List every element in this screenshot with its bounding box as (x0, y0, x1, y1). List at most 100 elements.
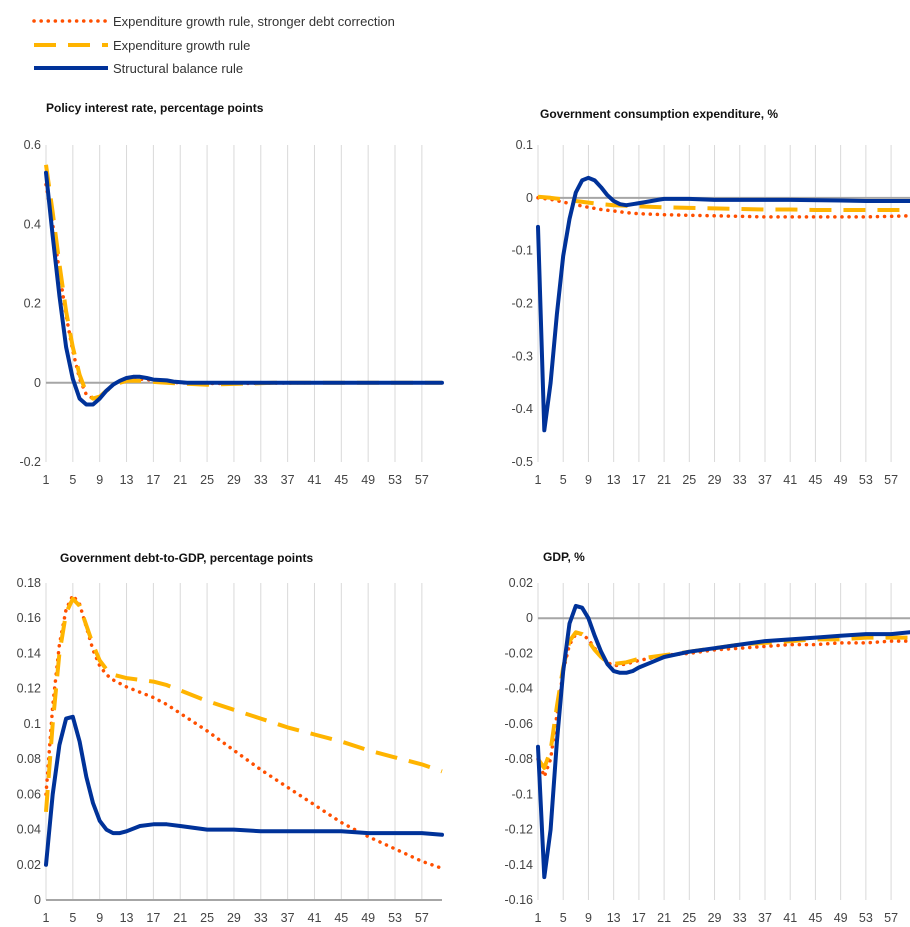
gridlines (46, 583, 422, 900)
x-tick-label: 29 (708, 911, 722, 922)
y-tick-label: -0.5 (511, 455, 533, 469)
x-tick-label: 45 (808, 473, 822, 487)
series-line-structural-balance-rule (46, 717, 442, 865)
y-tick-label: 0.08 (17, 752, 41, 766)
y-tick-label: 0.12 (17, 682, 41, 696)
panel-title: Government debt-to-GDP, percentage point… (60, 551, 313, 565)
x-tick-label: 21 (657, 911, 671, 922)
x-tick-label: 9 (96, 911, 103, 922)
y-tick-label: -0.1 (511, 244, 533, 258)
legend-entry-expenditure-growth-rule: Expenditure growth rule (34, 38, 250, 53)
y-tick-label: -0.06 (505, 717, 534, 731)
y-tick-label: -0.12 (505, 823, 534, 837)
panel-title: Government consumption expenditure, % (540, 107, 778, 121)
x-tick-label: 41 (783, 473, 797, 487)
x-tick-label: 45 (808, 911, 822, 922)
y-tick-label: 0 (526, 611, 533, 625)
x-tick-label: 57 (884, 911, 898, 922)
x-tick-label: 33 (254, 473, 268, 487)
y-tick-label: -0.02 (505, 646, 534, 660)
y-tick-label: -0.3 (511, 349, 533, 363)
legend-label-expenditure-growth-rule: Expenditure growth rule (113, 38, 250, 53)
x-tick-label: 41 (308, 911, 322, 922)
y-tick-label: 0 (34, 376, 41, 390)
x-tick-label: 13 (120, 911, 134, 922)
y-tick-label: -0.04 (505, 682, 534, 696)
x-tick-label: 5 (560, 473, 567, 487)
gridlines (538, 145, 891, 462)
y-tick-label: 0.16 (17, 611, 41, 625)
y-tick-label: 0 (526, 191, 533, 205)
y-tick-label: -0.2 (511, 297, 533, 311)
x-tick-label: 33 (733, 473, 747, 487)
x-tick-label: 53 (388, 473, 402, 487)
panel-policy-interest-rate: Policy interest rate, percentage points … (19, 101, 442, 487)
x-tick-label: 21 (657, 473, 671, 487)
legend-label-structural-balance-rule: Structural balance rule (113, 61, 243, 76)
series-line-stronger-debt-correction (538, 634, 910, 777)
x-tick-label: 5 (560, 911, 567, 922)
y-tick-label: 0.1 (516, 138, 533, 152)
x-tick-label: 5 (69, 473, 76, 487)
x-tick-label: 25 (682, 911, 696, 922)
y-tick-label: 0.04 (17, 823, 41, 837)
x-tick-label: 29 (227, 911, 241, 922)
x-tick-label: 13 (607, 911, 621, 922)
x-tick-label: 37 (281, 911, 295, 922)
x-tick-label: 9 (585, 911, 592, 922)
y-tick-label: -0.1 (511, 787, 533, 801)
y-tick-label: 0.2 (24, 297, 41, 311)
x-tick-label: 1 (535, 473, 542, 487)
x-tick-label: 57 (415, 911, 429, 922)
x-tick-label: 37 (281, 473, 295, 487)
panel-title: GDP, % (543, 550, 585, 564)
y-tick-label: -0.4 (511, 402, 533, 416)
x-tick-label: 5 (69, 911, 76, 922)
series-line-structural-balance-rule (538, 178, 910, 430)
x-tick-label: 37 (758, 473, 772, 487)
x-tick-label: 21 (173, 473, 187, 487)
x-tick-label: 17 (632, 911, 646, 922)
x-tick-label: 29 (708, 473, 722, 487)
y-tick-label: -0.14 (505, 858, 534, 872)
y-tick-label: -0.2 (19, 455, 41, 469)
panel-gdp: GDP, % -0.16-0.14-0.12-0.1-0.08-0.06-0.0… (505, 550, 910, 922)
series-line-expenditure-growth-rule (538, 632, 910, 768)
x-tick-label: 57 (884, 473, 898, 487)
x-tick-label: 41 (783, 911, 797, 922)
x-tick-label: 13 (120, 473, 134, 487)
x-tick-label: 53 (388, 911, 402, 922)
x-tick-label: 45 (334, 473, 348, 487)
x-tick-label: 41 (308, 473, 322, 487)
x-tick-label: 25 (200, 473, 214, 487)
x-tick-label: 1 (43, 911, 50, 922)
x-tick-label: 17 (146, 473, 160, 487)
y-tick-label: 0.14 (17, 646, 41, 660)
x-tick-label: 25 (682, 473, 696, 487)
x-tick-label: 17 (146, 911, 160, 922)
y-tick-label: 0.4 (24, 217, 41, 231)
x-tick-label: 33 (733, 911, 747, 922)
series-line-expenditure-growth-rule (46, 165, 442, 399)
x-tick-label: 9 (96, 473, 103, 487)
y-tick-label: 0.18 (17, 576, 41, 590)
x-tick-label: 37 (758, 911, 772, 922)
gridlines (46, 145, 422, 462)
legend-entry-structural-balance-rule: Structural balance rule (34, 61, 243, 76)
y-tick-label: 0.02 (509, 576, 533, 590)
x-tick-label: 29 (227, 473, 241, 487)
y-tick-label: 0.02 (17, 858, 41, 872)
x-tick-label: 53 (859, 473, 873, 487)
x-tick-label: 49 (834, 473, 848, 487)
panel-title: Policy interest rate, percentage points (46, 101, 264, 115)
legend-entry-stronger-debt-correction: Expenditure growth rule, stronger debt c… (34, 14, 395, 29)
legend-label-stronger-debt-correction: Expenditure growth rule, stronger debt c… (113, 14, 395, 29)
y-tick-label: 0.6 (24, 138, 41, 152)
x-tick-label: 45 (334, 911, 348, 922)
x-tick-label: 57 (415, 473, 429, 487)
x-tick-label: 1 (43, 473, 50, 487)
x-tick-label: 13 (607, 473, 621, 487)
legend: Expenditure growth rule, stronger debt c… (34, 14, 395, 76)
